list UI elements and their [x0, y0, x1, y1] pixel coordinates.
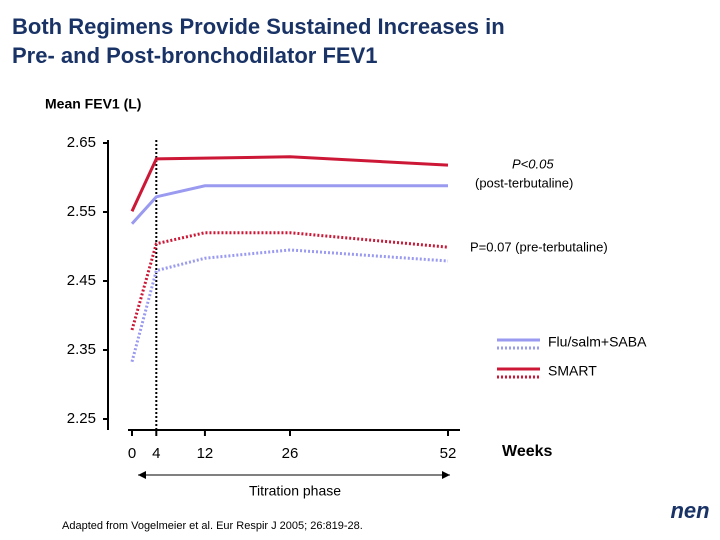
series-line: [130, 155, 449, 212]
logo: nen: [670, 498, 709, 523]
x-tick-label: 0: [128, 445, 136, 462]
series-line: [130, 184, 448, 225]
legend-label: Flu/salm+SABA: [548, 334, 647, 350]
x-axis-label: Weeks: [502, 443, 553, 460]
source: Adapted from Vogelmeier et al. Eur Respi…: [62, 520, 363, 532]
series-line: [130, 231, 449, 331]
y-tick-label: 2.25: [67, 410, 96, 427]
series-line: [130, 248, 449, 363]
y-tick-label: 2.55: [67, 203, 96, 220]
x-tick-label: 52: [440, 445, 457, 462]
x-tick-label: 26: [282, 445, 299, 462]
annotation: (post-terbutaline): [475, 175, 573, 190]
y-axis-label: Mean FEV1 (L): [45, 96, 141, 112]
annotation: P=0.07 (pre-terbutaline): [470, 239, 608, 254]
legend-label: SMART: [548, 363, 597, 379]
phase-label: Titration phase: [249, 483, 341, 499]
y-tick-label: 2.45: [67, 272, 96, 289]
chart-title: Pre- and Post-bronchodilator FEV1: [12, 43, 377, 68]
y-tick-label: 2.65: [67, 134, 96, 151]
y-tick-label: 2.35: [67, 341, 96, 358]
x-tick-label: 4: [152, 445, 160, 462]
x-tick-label: 12: [197, 445, 214, 462]
logo-mark: nen: [670, 498, 709, 523]
annotation: P<0.05: [512, 156, 554, 171]
chart-title: Both Regimens Provide Sustained Increase…: [12, 14, 505, 39]
